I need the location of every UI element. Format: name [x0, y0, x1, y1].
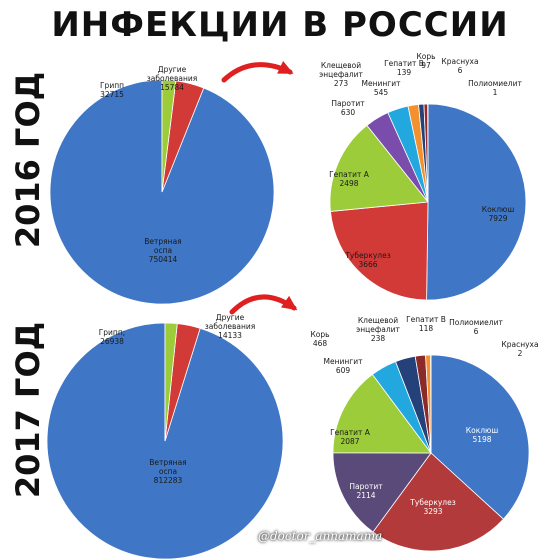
slice-label: Туберкулез [344, 251, 390, 260]
slice-value: 3293 [423, 507, 442, 516]
slice-label: Менингит [362, 79, 402, 88]
slice-label: Грипп; [99, 328, 126, 337]
slice-value: 3666 [358, 260, 377, 269]
slice-value: 139 [397, 68, 412, 77]
slice-label: Другие заболевания [147, 65, 198, 83]
slice-value: 609 [336, 366, 351, 375]
slice-value: 97 [421, 61, 431, 70]
slice-label: Гепатит А [330, 428, 371, 437]
slice-label: Полиомиелит [449, 318, 503, 327]
pie-slice [161, 79, 177, 193]
pie-slice [372, 452, 504, 552]
slice-value: 7929 [488, 214, 507, 223]
pie-slice [330, 201, 429, 301]
slice-value: 5198 [472, 435, 491, 444]
slice-label: Коклюш [466, 426, 499, 435]
slice-label: Клещевой энцефалит [319, 61, 363, 79]
pie-slice [430, 354, 530, 520]
slice-value: 238 [371, 334, 386, 343]
pie-slice [164, 322, 178, 442]
slice-label: Паротит [349, 482, 383, 491]
slice-label: Гепатит В [384, 59, 424, 68]
slice-label: Ветряная оспа [149, 458, 186, 476]
slice-value: 6 [458, 66, 463, 75]
slice-label: Коклюш [482, 205, 515, 214]
slice-label: Корь [310, 330, 329, 339]
slice-label: Менингит [324, 357, 364, 366]
slice-value: 2087 [340, 437, 359, 446]
slice-label: Гепатит А [329, 170, 370, 179]
slice-label: Паротит [331, 99, 365, 108]
slice-value: 6 [474, 327, 479, 336]
slice-label: Гепатит В [406, 315, 446, 324]
slice-value: 2498 [339, 179, 358, 188]
slice-value: 2114 [356, 491, 375, 500]
slice-value: 750414 [149, 255, 178, 264]
slice-value: 15784 [160, 83, 184, 92]
slice-value: 812283 [154, 476, 183, 485]
pie-slice [426, 103, 527, 301]
slice-label: Другие заболевания [205, 313, 256, 331]
slice-value: 26938 [100, 337, 124, 346]
pie-slice [332, 373, 432, 454]
pie-slice [332, 452, 432, 533]
slice-label: Клещевой энцефалит [356, 316, 400, 334]
slice-label: Грипп [100, 81, 124, 90]
slice-value: 32715 [100, 90, 124, 99]
slice-label: Корь [416, 52, 435, 61]
slice-label: Ветряная оспа [144, 237, 181, 255]
slice-label: Полиомиелит [468, 79, 522, 88]
slice-value: 468 [313, 339, 328, 348]
slice-value: 2 [518, 349, 523, 358]
slice-value: 630 [341, 108, 356, 117]
slice-label: Краснуха [501, 340, 538, 349]
author-credit: @doctor_annamama [258, 529, 383, 543]
arrow-2016 [221, 61, 294, 83]
slice-label: Туберкулез [409, 498, 455, 507]
slice-value: 14133 [218, 331, 242, 340]
pie-slice [329, 124, 429, 212]
slice-value: 545 [374, 88, 389, 97]
slice-value: 1 [493, 88, 498, 97]
slice-label: Краснуха [441, 57, 478, 66]
slice-value: 118 [419, 324, 434, 333]
slice-value: 273 [334, 79, 349, 88]
arrow-2017 [229, 294, 298, 315]
page-title: ИНФЕКЦИИ В РОССИИ [51, 5, 509, 45]
